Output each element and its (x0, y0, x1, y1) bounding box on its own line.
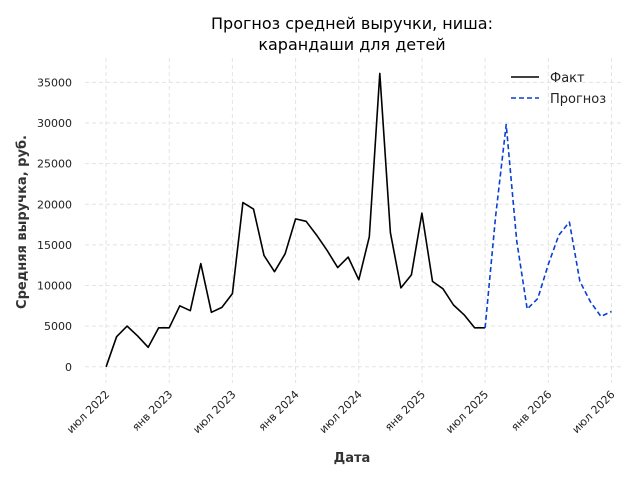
series-line-fact (105, 72, 486, 368)
x-tick-label: июл 2025 (443, 388, 491, 436)
grid (85, 58, 622, 383)
chart-title-line-1: Прогноз средней выручки, ниша: (211, 14, 493, 33)
x-tick-label: янв 2024 (256, 388, 302, 434)
legend: Факт Прогноз (511, 71, 606, 107)
x-tick-label: июл 2026 (570, 388, 618, 436)
y-axis-label: Средняя выручка, руб. (15, 135, 30, 309)
y-axis-ticks: 0 5000 10000 15000 20000 25000 30000 35000 (37, 76, 72, 373)
x-axis-ticks: июл 2022 янв 2023 июл 2023 янв 2024 июл 2024… (64, 388, 617, 436)
y-tick-label: 30000 (37, 117, 72, 130)
x-tick-label: янв 2023 (130, 388, 176, 434)
x-tick-label: янв 2026 (509, 388, 555, 434)
y-tick-label: 10000 (37, 280, 72, 293)
y-tick-label: 20000 (37, 198, 72, 211)
series-line-forecast (484, 123, 612, 328)
legend-label-forecast: Прогноз (550, 92, 606, 107)
chart-title-line-2: карандаши для детей (258, 35, 445, 54)
x-tick-label: янв 2025 (382, 388, 428, 434)
y-tick-label: 15000 (37, 239, 72, 252)
plot-series (105, 72, 612, 368)
x-tick-label: июл 2024 (317, 388, 365, 436)
legend-label-fact: Факт (550, 71, 585, 86)
x-tick-label: июл 2023 (190, 388, 238, 436)
y-tick-label: 5000 (44, 320, 72, 333)
y-tick-label: 25000 (37, 158, 72, 171)
y-tick-label: 35000 (37, 76, 72, 89)
x-tick-label: июл 2022 (64, 388, 112, 436)
y-tick-label: 0 (65, 361, 72, 374)
x-axis-label: Дата (334, 451, 371, 466)
